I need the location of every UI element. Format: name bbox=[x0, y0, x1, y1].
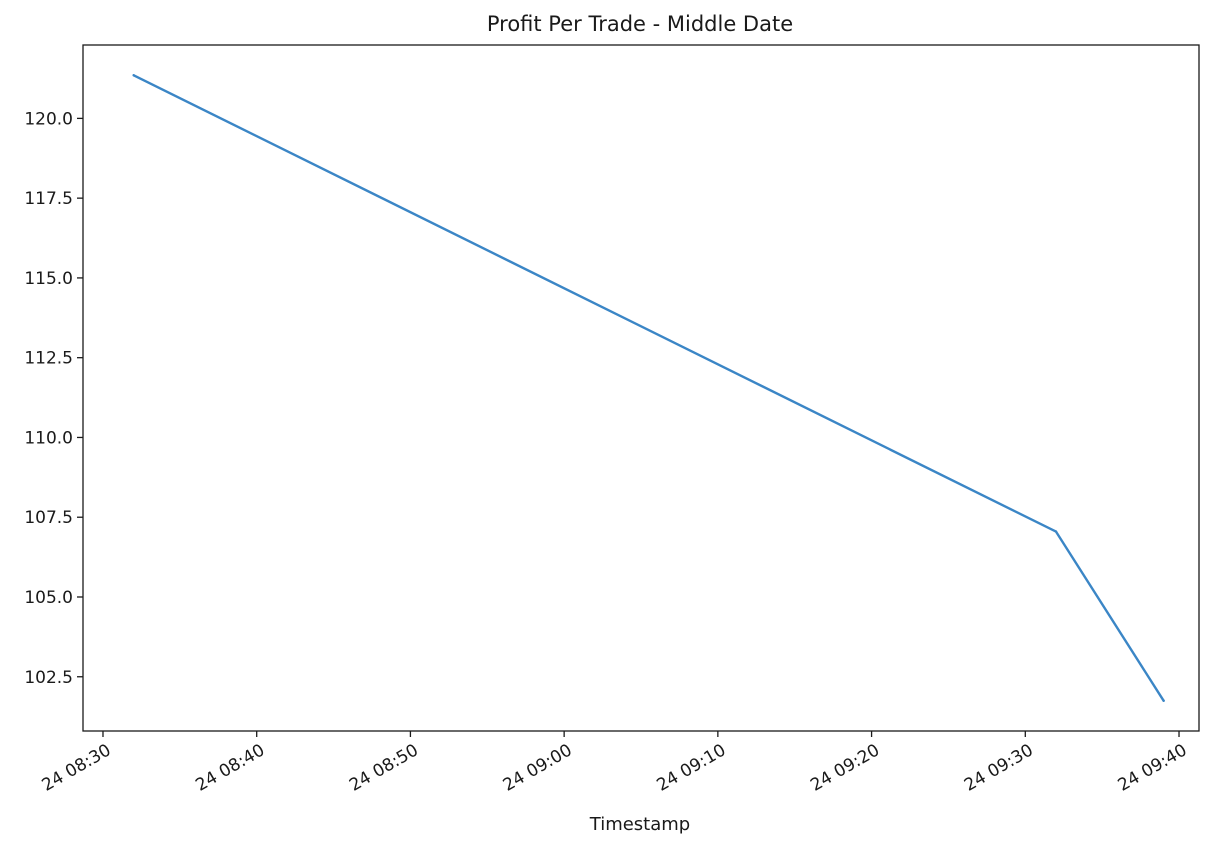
y-tick-label: 107.5 bbox=[24, 508, 73, 528]
y-tick-label: 105.0 bbox=[24, 588, 73, 608]
axes-frame bbox=[82, 44, 1200, 732]
x-tick-label: 24 08:30 bbox=[39, 740, 115, 795]
y-tick-label: 110.0 bbox=[24, 428, 73, 448]
y-tick-label: 102.5 bbox=[24, 668, 73, 688]
y-tick-label: 117.5 bbox=[24, 189, 73, 209]
x-tick-label: 24 09:20 bbox=[807, 740, 883, 795]
data-point bbox=[1054, 530, 1058, 533]
x-tick-label: 24 09:30 bbox=[961, 740, 1037, 795]
x-tick-label: 24 08:40 bbox=[192, 740, 268, 795]
y-tick-label: 115.0 bbox=[24, 269, 73, 289]
data-point bbox=[1162, 699, 1165, 702]
x-tick-label: 24 09:00 bbox=[500, 740, 576, 795]
x-tick-label: 24 09:40 bbox=[1115, 740, 1191, 795]
chart-title: Profit Per Trade - Middle Date bbox=[487, 12, 793, 36]
y-tick-label: 112.5 bbox=[24, 349, 73, 369]
series-line bbox=[132, 74, 1165, 702]
x-tick-label: 24 08:50 bbox=[346, 740, 422, 795]
x-tick-label: 24 09:10 bbox=[654, 740, 730, 795]
data-point bbox=[132, 74, 135, 77]
y-tick-label: 120.0 bbox=[24, 109, 73, 129]
plot-area: 102.5 105.0 107.5 110.0 112.5 115.0 117.5 120.0… bbox=[24, 44, 1200, 796]
x-axis-label: Timestamp bbox=[589, 814, 690, 835]
